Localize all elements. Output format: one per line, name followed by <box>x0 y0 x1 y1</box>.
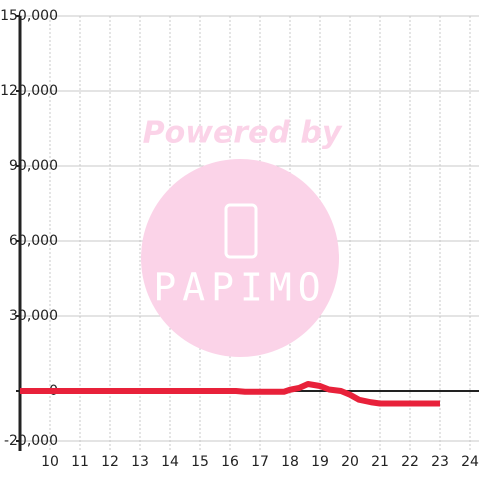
x-tick-label: 11 <box>71 454 89 470</box>
x-tick-label: 23 <box>431 454 449 470</box>
watermark-logo: PAPIMO <box>153 266 326 310</box>
x-tick-label: 18 <box>281 454 299 470</box>
watermark-icon <box>224 203 258 259</box>
y-tick-label: -20,000 <box>4 433 58 449</box>
x-tick-label: 16 <box>221 454 239 470</box>
watermark: Powered by PAPIMO <box>141 116 343 357</box>
x-tick-label: 20 <box>341 454 359 470</box>
x-tick-label: 10 <box>41 454 59 470</box>
x-tick-label: 24 <box>461 454 479 470</box>
watermark-text: Powered by <box>143 116 343 151</box>
y-tick-label: 150,000 <box>0 8 58 24</box>
y-tick-label: 120,000 <box>0 83 58 99</box>
x-tick-label: 17 <box>251 454 269 470</box>
x-tick-label: 15 <box>191 454 209 470</box>
x-tick-label: 19 <box>311 454 329 470</box>
x-tick-label: 22 <box>401 454 419 470</box>
x-tick-label: 21 <box>371 454 389 470</box>
data-line <box>20 381 440 407</box>
x-tick-label: 14 <box>161 454 179 470</box>
x-tick-label: 12 <box>101 454 119 470</box>
x-tick-label: 13 <box>131 454 149 470</box>
